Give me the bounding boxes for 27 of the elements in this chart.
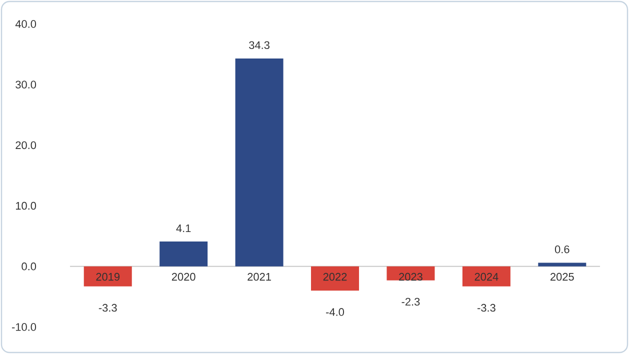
bar: [386, 266, 435, 280]
data-label: -2.3: [402, 298, 420, 306]
x-tick-label: 2024: [474, 272, 498, 281]
data-label: -4.0: [326, 308, 344, 316]
data-label: 34.3: [249, 41, 270, 50]
x-tick-label: 2022: [323, 272, 347, 281]
x-tick-label: 2020: [172, 272, 196, 281]
bar: [538, 262, 586, 266]
y-tick-label: 30.0: [16, 80, 36, 88]
data-label: 0.6: [554, 245, 570, 254]
y-tick-label: 10.0: [16, 202, 36, 210]
bar: [235, 58, 284, 266]
y-tick-label: 0.0: [22, 262, 36, 270]
data-label: -3.3: [98, 304, 117, 312]
x-tick-label: 2021: [248, 272, 271, 281]
y-tick-label: -10.0: [12, 323, 36, 331]
bar: [462, 266, 510, 286]
bar: [311, 266, 360, 291]
data-label: 4.1: [176, 224, 191, 232]
y-tick-label: 20.0: [16, 141, 36, 150]
bar: [84, 266, 132, 286]
x-tick-label: 2019: [96, 272, 120, 281]
x-tick-label: 2023: [399, 272, 422, 281]
x-tick-label: 2025: [550, 272, 574, 281]
y-tick-label: 40.0: [15, 20, 36, 28]
bar: [160, 242, 208, 266]
data-label: -3.3: [477, 304, 496, 312]
